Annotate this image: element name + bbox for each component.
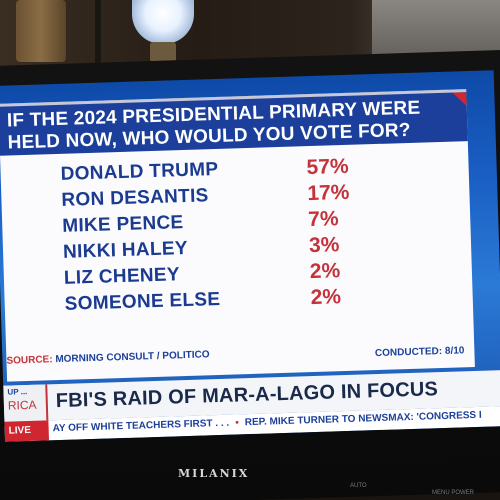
candidate-name: DONALD TRUMP [60,158,219,185]
tv-screen: IF THE 2024 PRESIDENTIAL PRIMARY WERE HE… [0,70,500,442]
show-bug: UP ... RICA [3,384,49,422]
live-tag: LIVE [4,420,50,442]
candidate-name: RON DESANTIS [61,185,209,211]
candidate-name: SOMEONE ELSE [64,288,221,315]
jar-object [16,0,66,62]
candidate-percent: 17% [307,180,350,206]
cable-object [95,0,101,66]
show-bug-top: UP ... [7,387,28,397]
lamp-base [150,42,176,62]
candidate-name: MIKE PENCE [61,212,184,237]
candidate-percent: 7% [307,207,339,232]
ticker-separator: ▪ [235,417,239,429]
candidate-name: NIKKI HALEY [62,237,189,263]
poll-rows: DONALD TRUMP 57% RON DESANTIS 17% MIKE P… [0,149,473,320]
candidate-percent: 2% [310,285,342,310]
candidate-percent: 2% [309,259,341,284]
show-bug-bottom: RICA [7,397,37,413]
tv-brand-logo: MILANIX [178,467,250,480]
candidate-name: LIZ CHENEY [63,264,181,289]
candidate-percent: 3% [308,233,340,258]
light-bulb [132,0,194,44]
tv-menu-power-label: MENU POWER [432,490,474,496]
source-label: SOURCE: [6,354,53,367]
candidate-percent: 57% [306,154,349,180]
tv-auto-label: AUTO [350,483,367,489]
